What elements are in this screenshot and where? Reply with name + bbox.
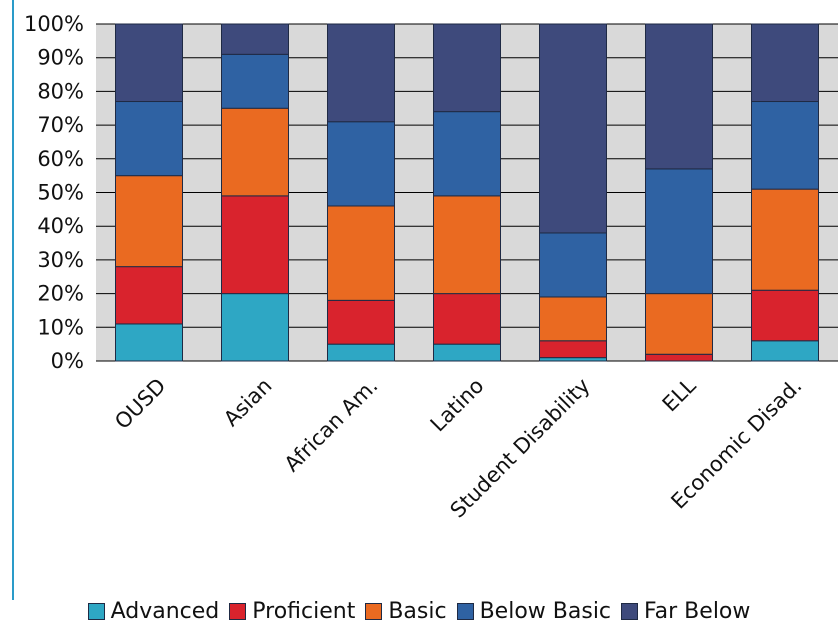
- y-tick-label: 70%: [37, 113, 84, 137]
- y-tick-label: 30%: [37, 248, 84, 272]
- legend-swatch: [229, 602, 247, 620]
- y-tick-label: 100%: [24, 12, 84, 36]
- category-label: Asian: [219, 374, 277, 432]
- legend-item: Advanced: [87, 598, 220, 624]
- legend-item: Below Basic: [456, 598, 612, 624]
- bar-segment-basic: [433, 195, 501, 295]
- bar-segment-far-below: [221, 23, 289, 55]
- bar-segment-proficient: [327, 299, 395, 345]
- legend-label: Below Basic: [479, 598, 612, 624]
- bar-segment-advanced: [115, 323, 183, 362]
- bar-segment-far-below: [751, 23, 819, 103]
- bar-segment-advanced: [539, 357, 607, 362]
- bar-segment-far-below: [433, 23, 501, 113]
- bar-segment-below-basic: [539, 232, 607, 298]
- bar-segment-below-basic: [433, 111, 501, 197]
- y-tick-label: 20%: [37, 282, 84, 306]
- bar-segment-advanced: [327, 343, 395, 362]
- bar-segment-far-below: [645, 23, 713, 170]
- category-label: Latino: [426, 374, 489, 437]
- bar-segment-proficient: [751, 289, 819, 342]
- bar-segment-basic: [115, 175, 183, 268]
- bar-segment-far-below: [115, 23, 183, 103]
- category-label: African Am.: [280, 374, 383, 477]
- legend-item: Far Below: [621, 599, 750, 624]
- y-tick-label: 0%: [51, 349, 84, 373]
- bar-segment-proficient: [115, 266, 183, 325]
- bar-segment-below-basic: [327, 121, 395, 207]
- legend-swatch: [456, 602, 474, 620]
- bar-segment-proficient: [221, 195, 289, 295]
- legend-swatch: [621, 602, 639, 620]
- bar-segment-basic: [221, 107, 289, 197]
- y-tick-label: 50%: [37, 181, 84, 205]
- bar-segment-below-basic: [221, 53, 289, 109]
- stacked-bar-chart: 0% 10% 20% 30% 40% 50% 60% 70% 80% 90% 100% OUSD Asi…: [12, 0, 838, 600]
- category-label: ELL: [658, 373, 701, 416]
- legend-item: Basic: [365, 598, 447, 624]
- bar-segment-basic: [539, 296, 607, 342]
- legend-label: Proficient: [252, 598, 356, 624]
- legend-swatch: [87, 602, 105, 620]
- bar-segment-far-below: [539, 23, 607, 234]
- legend-label: Basic: [388, 598, 447, 624]
- bar-segment-below-basic: [115, 101, 183, 177]
- bar-segment-proficient: [539, 340, 607, 359]
- y-tick-label: 80%: [37, 79, 84, 103]
- bar-segment-basic: [645, 293, 713, 355]
- legend-label: Far Below: [644, 598, 751, 624]
- bar-segment-below-basic: [751, 101, 819, 190]
- y-tick-label: 40%: [37, 214, 84, 238]
- bar-segment-proficient: [433, 293, 501, 345]
- bar-segment-advanced: [751, 340, 819, 362]
- legend-swatch: [365, 602, 383, 620]
- bar-segment-proficient: [645, 353, 713, 362]
- bar-segment-advanced: [433, 343, 501, 362]
- legend-item: Proficient: [229, 599, 355, 624]
- bar-segment-far-below: [327, 23, 395, 123]
- legend-label: Advanced: [110, 598, 220, 624]
- y-tick-label: 10%: [37, 315, 84, 339]
- bar-segment-advanced: [221, 293, 289, 362]
- y-tick-label: 60%: [37, 147, 84, 171]
- bar-segment-basic: [751, 188, 819, 291]
- y-tick-label: 90%: [37, 46, 84, 70]
- bar-segment-basic: [327, 205, 395, 301]
- bar-segment-below-basic: [645, 168, 713, 295]
- legend: Advanced Proficient Basic Below Basic Far Be…: [0, 596, 838, 626]
- category-label: OUSD: [110, 374, 170, 434]
